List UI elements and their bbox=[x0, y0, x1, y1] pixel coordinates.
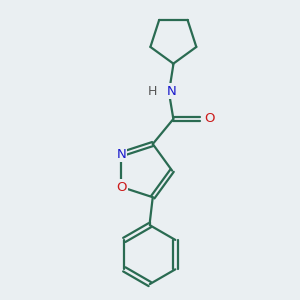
Text: N: N bbox=[167, 85, 177, 98]
Text: H: H bbox=[148, 85, 158, 98]
Text: N: N bbox=[117, 148, 126, 161]
Text: O: O bbox=[204, 112, 215, 125]
Text: O: O bbox=[116, 181, 127, 194]
